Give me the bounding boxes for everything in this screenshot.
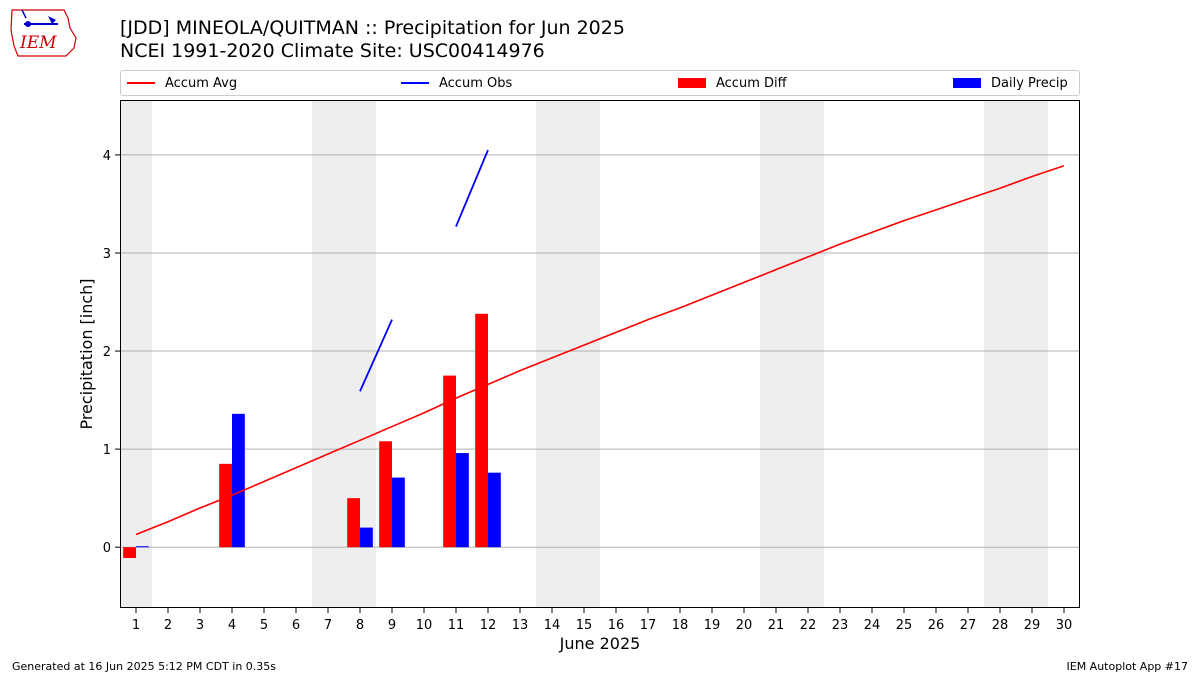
y-tick-label: 3 xyxy=(103,247,111,262)
x-tick-label: 17 xyxy=(640,618,657,633)
x-tick-label: 4 xyxy=(228,618,236,633)
legend-label-daily-precip: Daily Precip xyxy=(991,75,1068,91)
y-tick-label: 1 xyxy=(103,443,111,458)
daily-precip-bar xyxy=(136,546,149,548)
weekend-band xyxy=(536,100,600,608)
x-axis-label: June 2025 xyxy=(559,634,641,653)
chart-subtitle: NCEI 1991-2020 Climate Site: USC00414976 xyxy=(120,40,545,62)
x-tick-label: 12 xyxy=(480,618,497,633)
legend-label-accum-diff: Accum Diff xyxy=(716,75,787,91)
legend-swatch-daily-precip xyxy=(953,78,981,88)
x-tick-label: 18 xyxy=(672,618,689,633)
x-tick-label: 16 xyxy=(608,618,625,633)
y-tick-label: 4 xyxy=(103,149,111,164)
weekend-band xyxy=(984,100,1048,608)
plot-frame xyxy=(120,100,1080,608)
x-tick-label: 7 xyxy=(324,618,332,633)
x-tick-label: 21 xyxy=(768,618,785,633)
weekend-band xyxy=(312,100,376,608)
accum-diff-bar xyxy=(475,313,488,548)
x-tick-label: 5 xyxy=(260,618,268,633)
accum-diff-bar xyxy=(347,498,360,548)
x-tick-label: 19 xyxy=(704,618,721,633)
x-tick-label: 8 xyxy=(356,618,364,633)
x-tick-label: 3 xyxy=(196,618,204,633)
accum-obs-line xyxy=(455,149,489,227)
x-tick-label: 29 xyxy=(1024,618,1041,633)
x-tick-label: 15 xyxy=(576,618,593,633)
x-tick-label: 24 xyxy=(864,618,881,633)
x-tick-label: 10 xyxy=(416,618,433,633)
accum-diff-bar xyxy=(443,375,456,548)
legend-item-accum-obs: Accum Obs xyxy=(401,71,512,95)
daily-precip-bar xyxy=(392,477,405,548)
legend-label-accum-avg: Accum Avg xyxy=(165,75,238,91)
x-tick-label: 20 xyxy=(736,618,753,633)
legend-swatch-accum-avg xyxy=(127,82,155,84)
legend-swatch-accum-diff xyxy=(678,78,706,88)
legend-item-daily-precip: Daily Precip xyxy=(953,71,1068,95)
x-tick-label: 9 xyxy=(388,618,396,633)
x-tick-label: 13 xyxy=(512,618,529,633)
daily-precip-bar xyxy=(360,527,373,548)
daily-precip-bar xyxy=(232,413,245,548)
accum-diff-bar xyxy=(379,441,392,548)
y-tick-label: 0 xyxy=(103,541,111,556)
legend-item-accum-avg: Accum Avg xyxy=(127,71,237,95)
footer-generated: Generated at 16 Jun 2025 5:12 PM CDT in … xyxy=(12,660,277,673)
y-tick-label: 2 xyxy=(103,345,111,360)
x-tick-label: 27 xyxy=(960,618,977,633)
x-tick-label: 25 xyxy=(896,618,913,633)
x-tick-label: 1 xyxy=(132,618,140,633)
x-tick-label: 26 xyxy=(928,618,945,633)
chart-title: [JDD] MINEOLA/QUITMAN :: Precipitation f… xyxy=(120,17,625,39)
y-axis-label: Precipitation [inch] xyxy=(77,278,96,429)
logo-text: IEM xyxy=(19,33,57,53)
daily-precip-bar xyxy=(488,472,501,548)
x-tick-label: 30 xyxy=(1056,618,1073,633)
legend-swatch-accum-obs xyxy=(401,82,429,84)
legend-label-accum-obs: Accum Obs xyxy=(439,75,513,91)
weekend-band xyxy=(760,100,824,608)
x-tick-label: 22 xyxy=(800,618,817,633)
x-tick-label: 11 xyxy=(448,618,465,633)
daily-precip-bar xyxy=(456,453,469,548)
legend-item-accum-diff: Accum Diff xyxy=(678,71,787,95)
accum-diff-bar xyxy=(123,547,136,558)
x-tick-label: 23 xyxy=(832,618,849,633)
footer-app: IEM Autoplot App #17 xyxy=(1066,660,1189,673)
legend: Accum Avg Accum Obs Accum Diff Daily Pre… xyxy=(120,70,1080,96)
accum-diff-bar xyxy=(219,463,232,548)
accum-obs-line xyxy=(359,319,393,392)
iem-logo: IEM xyxy=(10,9,77,57)
weekend-band xyxy=(120,100,152,608)
x-tick-label: 6 xyxy=(292,618,300,633)
x-tick-label: 28 xyxy=(992,618,1009,633)
accum-avg-line xyxy=(135,164,1065,536)
x-tick-label: 2 xyxy=(164,618,172,633)
x-tick-label: 14 xyxy=(544,618,561,633)
